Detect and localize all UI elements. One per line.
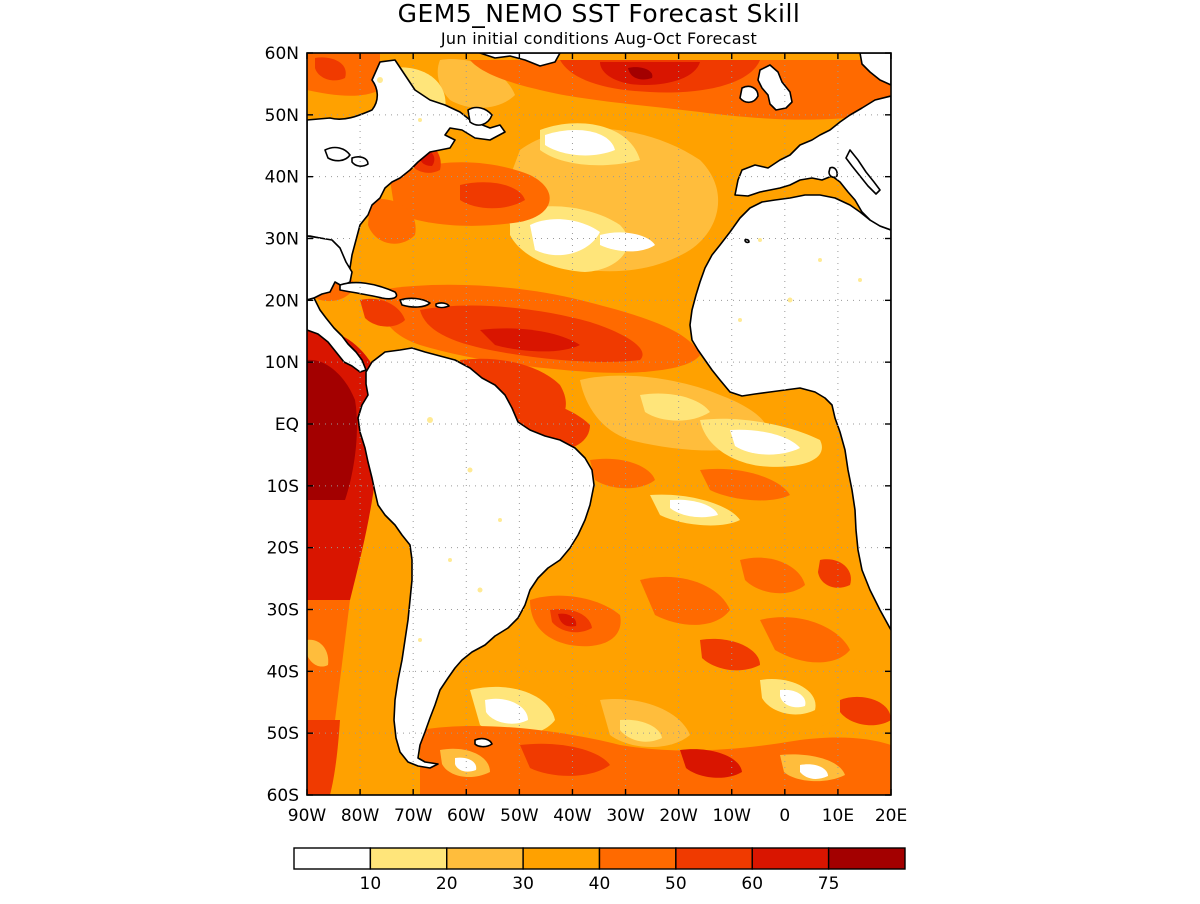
italy — [845, 149, 881, 195]
colorbar-swatch — [522, 847, 601, 870]
colorbar-label: 10 — [360, 874, 382, 894]
colorbar-label: 75 — [818, 874, 840, 894]
lat-tick-label: 60S — [267, 786, 299, 806]
lon-tick-label: 40W — [553, 806, 592, 826]
map-area — [307, 53, 891, 795]
latitude-axis: 60N 50N 40N 30N 20N 10N EQ 10S 20S 30S 40S 50S 60S — [265, 44, 891, 806]
lon-tick-label: 20W — [659, 806, 698, 826]
lat-tick-label: 50N — [265, 106, 299, 126]
lat-tick-label: 50S — [267, 724, 299, 744]
skill-field — [307, 53, 891, 795]
lat-tick-label: 30S — [267, 601, 299, 621]
map-subtitle: Jun initial conditions Aug-Oct Forecast — [440, 29, 757, 48]
land-speckle — [377, 77, 862, 642]
lat-tick-label: 10N — [265, 353, 299, 373]
colorbar-label: 30 — [512, 874, 534, 894]
lon-tick-label: 30W — [606, 806, 645, 826]
lat-tick-label: 30N — [265, 230, 299, 250]
lat-tick-label: 20N — [265, 291, 299, 311]
central-america — [307, 297, 367, 373]
lon-tick-label: 10E — [822, 806, 854, 826]
lon-tick-label: 10W — [713, 806, 752, 826]
colorbar: 10 20 30 40 50 60 75 — [293, 847, 906, 894]
colorbar-swatch — [369, 847, 448, 870]
land — [307, 53, 891, 769]
colorbar-swatch — [598, 847, 677, 870]
europe — [734, 95, 891, 231]
cuba-island — [339, 281, 398, 300]
colorbar-label: 20 — [436, 874, 458, 894]
lon-tick-label: 70W — [394, 806, 433, 826]
lat-tick-label: 20S — [267, 539, 299, 559]
colorbar-swatch — [827, 847, 906, 870]
falkland-islands — [474, 737, 493, 748]
lat-tick-label: 40S — [267, 662, 299, 682]
lat-tick-label: EQ — [275, 415, 299, 435]
africa — [689, 194, 891, 631]
colorbar-swatch — [446, 847, 524, 870]
lat-tick-label: 60N — [265, 44, 299, 64]
puerto-rico-island — [435, 302, 450, 309]
colorbar-swatch — [751, 847, 830, 870]
sardinia-island — [828, 166, 838, 179]
graticule — [307, 53, 891, 795]
south-america — [357, 347, 595, 769]
lon-tick-label: 80W — [341, 806, 380, 826]
ireland-island — [739, 85, 759, 104]
colorbar-label: 50 — [665, 874, 687, 894]
lon-tick-label: 60W — [447, 806, 486, 826]
lat-tick-label: 10S — [267, 477, 299, 497]
hispaniola-island — [399, 297, 431, 308]
lon-tick-label: 0 — [779, 806, 790, 826]
newfoundland-island — [467, 106, 493, 126]
map-title: GEM5_NEMO SST Forecast Skill — [398, 0, 801, 28]
lat-tick-label: 40N — [265, 168, 299, 188]
canary-island — [744, 238, 750, 244]
lon-tick-label: 90W — [288, 806, 327, 826]
british-isles — [757, 64, 793, 111]
colorbar-swatch — [293, 847, 372, 870]
greenland — [479, 53, 561, 67]
colorbar-swatch — [675, 847, 753, 870]
north-america — [307, 59, 506, 269]
longitude-axis: 90W 80W 70W 60W 50W 40W 30W 20W 10W 0 10E 20E — [288, 53, 907, 826]
lon-tick-label: 20E — [875, 806, 907, 826]
great-lakes — [324, 146, 351, 162]
colorbar-label: 40 — [589, 874, 611, 894]
lon-tick-label: 50W — [500, 806, 539, 826]
colorbar-label: 60 — [741, 874, 763, 894]
scandinavia — [859, 53, 891, 86]
